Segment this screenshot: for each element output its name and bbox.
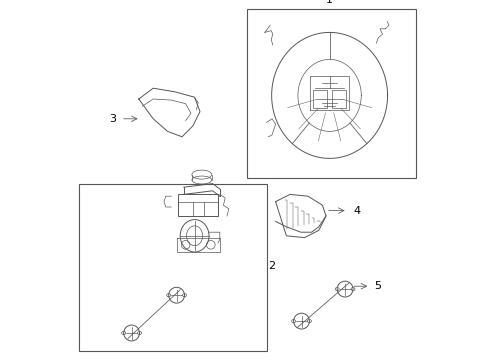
Text: 3: 3 — [109, 114, 117, 124]
Bar — [332, 90, 346, 108]
Bar — [314, 90, 327, 108]
Text: 1: 1 — [326, 0, 333, 5]
Bar — [247, 9, 416, 178]
Text: 5: 5 — [374, 281, 381, 291]
Bar — [79, 184, 267, 351]
Text: 4: 4 — [353, 206, 360, 216]
Text: 2: 2 — [269, 261, 275, 271]
